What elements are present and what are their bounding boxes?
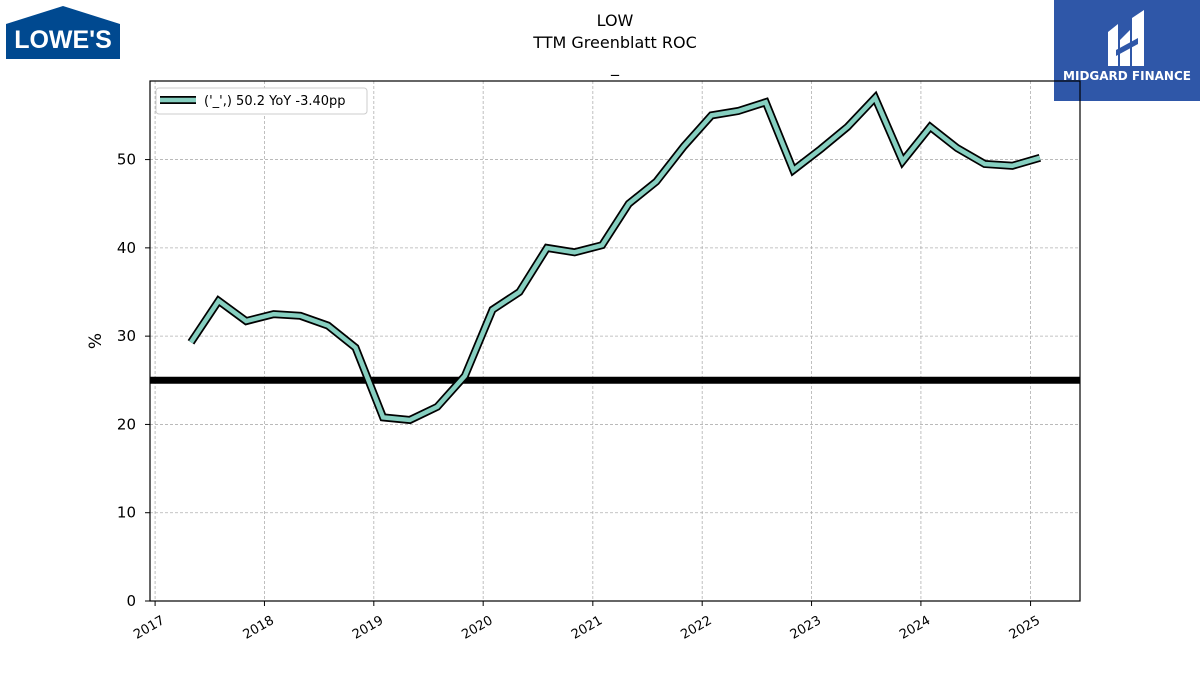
legend-box	[155, 87, 368, 115]
x-tick-label: 2022	[678, 613, 714, 643]
y-tick-label: 20	[117, 415, 136, 433]
x-tick-label: 2023	[788, 613, 824, 643]
x-tick-label: 2024	[897, 613, 933, 643]
lowes-logo-text: LOWE'S	[14, 26, 112, 54]
midgard-finance-logo: MIDGARD FINANCE	[1054, 0, 1200, 101]
plot-frame	[149, 80, 1081, 602]
lowes-logo-graphic: LOWE'S	[6, 6, 120, 59]
y-tick-label: 0	[126, 592, 136, 610]
x-tick-label: 2020	[459, 613, 495, 643]
midgard-mark-icon	[1108, 10, 1144, 66]
axis-layer: 0 10 20 30 40 50 2017 2018 2019 2020 2021 2022 2023 2…	[86, 80, 1081, 643]
legend-label: ('_',) 50.2 YoY -3.40pp	[204, 94, 346, 109]
x-tick-label: 2018	[241, 613, 277, 643]
lowes-logo: LOWE'S	[6, 6, 120, 59]
chart-subtitle: TTM Greenblatt ROC	[533, 33, 697, 52]
series-layer	[187, 90, 1042, 425]
x-tick-label: 2019	[350, 613, 386, 643]
chart-title: LOW	[596, 11, 634, 30]
x-tick-label: 2025	[1007, 613, 1043, 643]
y-tick-label: 40	[117, 239, 136, 257]
y-tick-label: 30	[117, 327, 136, 345]
legend: ('_',) 50.2 YoY -3.40pp	[155, 87, 368, 115]
x-tick-label: 2021	[569, 613, 605, 643]
y-tick-label: 50	[117, 151, 136, 169]
y-tick-label: 10	[117, 504, 136, 522]
y-axis-label: %	[86, 333, 106, 349]
series-line	[189, 93, 1041, 423]
lowes-logo-house-shape	[6, 6, 120, 59]
x-tick-label: 2017	[131, 613, 167, 643]
chart-subtitle-2: _	[611, 57, 619, 76]
grid-layer	[150, 81, 1080, 601]
midgard-brand-text: MIDGARD FINANCE	[1063, 69, 1191, 83]
